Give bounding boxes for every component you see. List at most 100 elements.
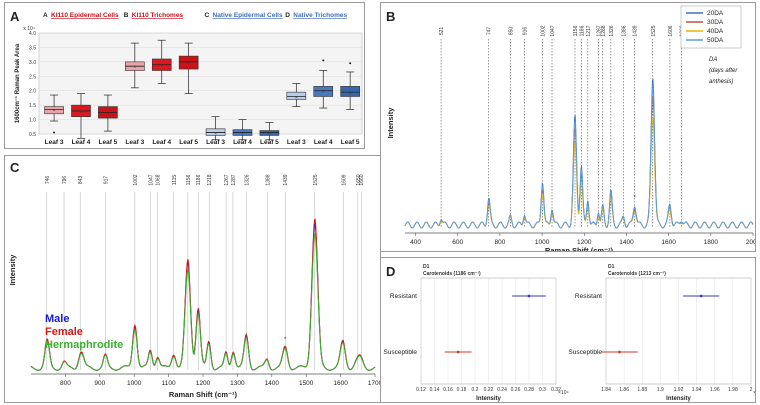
y-multiplier: x 10⁴ <box>23 26 35 32</box>
x-tick-label: Leaf 4 <box>314 139 333 146</box>
box <box>178 55 199 70</box>
box <box>259 130 280 136</box>
peak-label: 1047 <box>148 174 154 185</box>
panel-label-d: D <box>386 264 395 279</box>
peak-label: 1525 <box>651 25 657 36</box>
box-mean-marker: × <box>53 108 56 114</box>
x-tick-label: Leaf 4 <box>152 139 171 146</box>
x-tick-label: Leaf 4 <box>72 139 91 146</box>
box-plot-a: A 0.5 1.0 1.5 2.0 2.5 3.0 3.5 4.0x 10⁴ 1600cm⁻¹ R… <box>10 9 363 146</box>
y-tick-label: 3.5 <box>29 45 36 51</box>
x-tick-label: Leaf 3 <box>206 139 225 146</box>
group-name: Native Trichomes <box>293 12 347 19</box>
legend-label: Male <box>45 313 69 325</box>
group-letter: A <box>43 12 48 19</box>
outlier-point <box>349 62 352 65</box>
x-tick-label: Leaf 4 <box>233 139 252 146</box>
peak-label: 747 <box>487 27 493 36</box>
x-multiplier: ×10³ <box>753 390 756 396</box>
x-tick-label: 0.22 <box>484 387 494 393</box>
x-tick-label: 1700 <box>368 380 381 387</box>
panel-a: A 0.5 1.0 1.5 2.0 2.5 3.0 3.5 4.0 x 10⁴ 1600cm⁻¹ R… <box>4 2 365 149</box>
peak-label: 917 <box>104 176 110 185</box>
box-mean-marker: × <box>106 111 109 117</box>
legend-label: 30DA <box>707 19 724 26</box>
x-tick-label: 1300 <box>230 380 245 387</box>
x-tick-label: 0.26 <box>511 387 521 393</box>
x-tick-label: 400 <box>410 239 421 246</box>
x-axis-label: Raman Shift (cm⁻¹) <box>169 390 238 399</box>
x-tick-label: 2 <box>750 387 753 393</box>
peak-label: 1609 <box>342 174 348 185</box>
subplot-subtitle: Carotenoids (1186 cm⁻¹) <box>423 271 481 277</box>
y-axis-label: 1600cm⁻¹ Raman Peak Area <box>14 43 21 123</box>
x-tick-label: 600 <box>452 239 463 246</box>
box <box>205 128 226 136</box>
box-mean-marker: × <box>214 131 217 137</box>
x-tick-label: Leaf 5 <box>99 139 118 146</box>
panel-label-a: A <box>10 9 20 24</box>
box <box>286 91 307 100</box>
panel-c: C 800 900 1000 1100 1200 1300 1400 1500 1600 1700 R… <box>4 155 381 403</box>
x-tick-label: Leaf 3 <box>125 139 144 146</box>
peak-label: 1439 <box>283 174 289 185</box>
peak-label: 1326 <box>244 174 250 185</box>
box-mean-marker: × <box>349 91 352 97</box>
box-mean-marker: × <box>295 95 298 101</box>
peak-label: 1047 <box>550 25 556 36</box>
subplot-title: D1 <box>608 264 615 270</box>
x-axis-label: Raman Shift (cm⁻¹) <box>545 246 614 252</box>
x-tick-label: 0.14 <box>430 387 440 393</box>
x-tick-label: 1.96 <box>710 387 720 393</box>
data-point <box>527 294 531 298</box>
peak-label: 746 <box>45 176 51 185</box>
x-tick-label: 1.86 <box>619 387 629 393</box>
peak-label: 1288 <box>601 25 607 36</box>
category-label: Resistant <box>575 293 602 300</box>
peak-label: 1606 <box>668 25 674 36</box>
x-tick-label: 1000 <box>127 380 142 387</box>
box-mean-marker: × <box>133 65 136 71</box>
subplot-title: D1 <box>423 264 430 270</box>
peak-label: 1439 <box>633 25 639 36</box>
x-tick-label: 1.84 <box>601 387 611 393</box>
peak-label: 1267 <box>596 25 602 36</box>
spectrum-line <box>30 233 376 371</box>
panel-label-c: C <box>10 160 20 175</box>
raman-spectrum-c: C 800 900 1000 1100 1200 1300 1400 1500 1600 1700 R… <box>8 160 381 399</box>
x-tick-label: 1000 <box>535 239 550 246</box>
box <box>44 106 64 115</box>
peak-label: 916 <box>522 27 528 36</box>
peak-label: 1156 <box>186 174 192 185</box>
x-tick-label: 1.94 <box>692 387 702 393</box>
peak-label: 1287 <box>231 174 237 185</box>
box <box>340 86 360 97</box>
x-tick-label: 800 <box>494 239 505 246</box>
subplot-subtitle: Carotenoids (1213 cm⁻¹) <box>608 271 666 277</box>
y-axis-label: Intensity <box>386 107 395 139</box>
group-name: KI110 Trichomes <box>132 12 184 19</box>
spectrum-line <box>404 117 754 229</box>
peak-label: 1660 <box>359 174 365 185</box>
x-axis-label: Intensity <box>666 396 691 402</box>
peak-label: 796 <box>62 176 68 185</box>
annotation-text: (days after <box>709 68 738 74</box>
x-tick-label: 1500 <box>299 380 314 387</box>
annotation-text: DA <box>709 57 717 63</box>
category-label: Resistant <box>390 293 417 300</box>
y-tick-label: 1.5 <box>29 103 36 109</box>
category-label: Susceptible <box>383 349 417 356</box>
y-tick-label: 2.5 <box>29 74 36 80</box>
x-tick-label: Leaf 5 <box>179 139 198 146</box>
peak-label: 1002 <box>133 174 139 185</box>
x-tick-label: 1600 <box>661 239 676 246</box>
x-tick-label: 0.3 <box>539 387 546 393</box>
peak-label: 1186 <box>579 25 585 36</box>
x-tick-label: 1400 <box>619 239 634 246</box>
panel-d: D D1 Carotenoids (1186 cm⁻¹) 0.12 0.14 0.16 0.… <box>380 257 756 403</box>
panel-label-b: B <box>386 9 395 24</box>
outlier-point <box>53 131 56 134</box>
x-tick-label: 1200 <box>577 239 592 246</box>
raman-spectrum-b: B 400 600 800 1000 1200 1400 1600 1800 2000 Raman … <box>386 5 755 252</box>
peak-label: 1386 <box>622 25 628 36</box>
